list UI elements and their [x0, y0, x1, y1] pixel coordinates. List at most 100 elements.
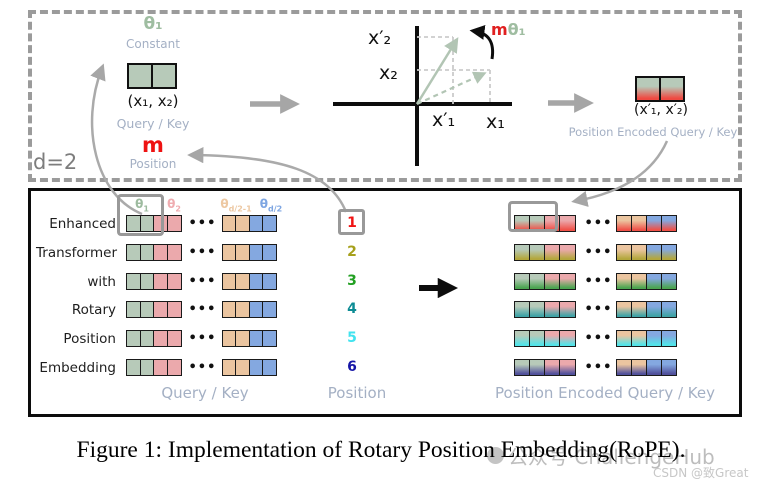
pink-cell: [559, 330, 576, 347]
figure-caption: Figure 1: Implementation of Rotary Posit…: [76, 437, 686, 463]
blue-cell: [660, 244, 677, 261]
encoded-row: •••: [514, 273, 704, 290]
cell-group: [514, 273, 576, 290]
vector-cell: [127, 63, 153, 89]
table-row: Embedding •••: [36, 359, 306, 376]
query-key-vector-box: [127, 63, 179, 89]
vector-cell: [151, 63, 177, 89]
cell-group: [615, 273, 677, 290]
cell-group: [615, 301, 677, 318]
position-index-5: 5: [347, 330, 357, 346]
cell-group: [221, 301, 277, 318]
x1-label: x₁: [486, 111, 505, 133]
pink-cell: [559, 244, 576, 261]
pink-cell: [559, 273, 576, 290]
blue-cell: [660, 273, 677, 290]
position-index-6: 6: [347, 359, 357, 375]
cell-group: [126, 301, 182, 318]
position-index-4: 4: [347, 301, 357, 317]
watermark-csdn: CSDN @致Great: [653, 466, 749, 480]
cell-group: [514, 330, 576, 347]
word-label: Position: [63, 330, 116, 347]
cell-group: [514, 301, 576, 318]
watermark-logo-icon: [487, 447, 504, 464]
x2-rotated-label: x′₂: [368, 27, 392, 49]
encoded-row: •••: [514, 330, 704, 347]
cell-group: [615, 215, 677, 232]
theta1-constant-label: θ₁: [143, 14, 163, 34]
encoded-row: •••: [514, 244, 704, 261]
cell-group: [221, 244, 277, 261]
x2-label: x₂: [379, 62, 398, 84]
encoded-row: •••: [514, 215, 704, 232]
ellipsis: •••: [584, 331, 613, 346]
cell-group: [514, 244, 576, 261]
cell-group: [514, 359, 576, 376]
theta-base: θ: [220, 197, 229, 211]
cell-group: [221, 359, 277, 376]
ellipsis: •••: [584, 274, 613, 289]
pink-cell: [166, 330, 182, 347]
blue-cell: [262, 359, 277, 376]
blue-cell: [262, 273, 277, 290]
ellipsis: •••: [188, 331, 217, 346]
cell-group: [126, 244, 182, 261]
cell-group: [615, 244, 677, 261]
blue-cell: [660, 215, 677, 232]
position-index-1: 1: [347, 215, 357, 231]
position-column-label: Position: [327, 384, 387, 402]
pink-cell: [166, 301, 182, 318]
theta-sub: d/2: [268, 204, 283, 214]
blue-cell: [262, 330, 277, 347]
angle-theta-part: θ₁: [507, 20, 526, 39]
ellipsis: •••: [188, 245, 217, 260]
position-index-2: 2: [347, 244, 357, 260]
theta-base: θ: [167, 197, 176, 211]
theta-base: θ: [259, 197, 269, 211]
encoded-row: •••: [514, 301, 704, 318]
pink-cell: [559, 359, 576, 376]
ellipsis: •••: [188, 216, 217, 231]
vector-cell-gradient: [659, 76, 685, 102]
blue-cell: [660, 301, 677, 318]
constant-caption: Constant: [126, 37, 180, 51]
cell-group: [221, 215, 277, 232]
table-row: with •••: [36, 273, 306, 290]
encoded-vector-box: [635, 76, 687, 102]
position-1-highlight: [338, 209, 365, 235]
watermark-brand-text: 公众号·ChallengeHub: [508, 445, 715, 469]
theta-d2-header: θd/2: [252, 197, 290, 214]
dimension-label: d=2: [33, 150, 78, 174]
pink-cell: [166, 244, 182, 261]
word-label: Enhanced: [49, 215, 116, 232]
cell-group: [221, 330, 277, 347]
vector-cell-gradient: [635, 76, 661, 102]
table-row: Enhanced •••: [36, 215, 306, 232]
rotation-angle-label: mθ₁: [491, 20, 526, 39]
output-tuple-label: (x′₁, x′₂): [634, 102, 688, 118]
table-row: Position •••: [36, 330, 306, 347]
encoded-caption-top: Position Encoded Query / Key: [568, 125, 738, 139]
word-label: Embedding: [39, 359, 116, 376]
cell-group: [615, 359, 677, 376]
theta2-header: θ2: [158, 197, 190, 213]
cell-group: [126, 215, 182, 232]
pink-cell: [166, 215, 182, 232]
pink-cell: [166, 359, 182, 376]
table-row: Transformer •••: [36, 244, 306, 261]
ellipsis: •••: [188, 360, 217, 375]
ellipsis: •••: [584, 245, 613, 260]
x1-rotated-label: x′₁: [432, 109, 456, 131]
ellipsis: •••: [584, 302, 613, 317]
input-tuple-label: (x₁, x₂): [127, 92, 179, 110]
first-pair-highlight-right: [508, 201, 558, 232]
encoded-column-label: Position Encoded Query / Key: [495, 384, 715, 402]
watermark-brand: 公众号·ChallengeHub: [487, 441, 715, 470]
cell-group: [126, 359, 182, 376]
cell-group: [126, 273, 182, 290]
ellipsis: •••: [188, 274, 217, 289]
rotation-detail-panel: [28, 10, 742, 182]
cell-group: [221, 273, 277, 290]
position-caption: Position: [129, 157, 177, 171]
